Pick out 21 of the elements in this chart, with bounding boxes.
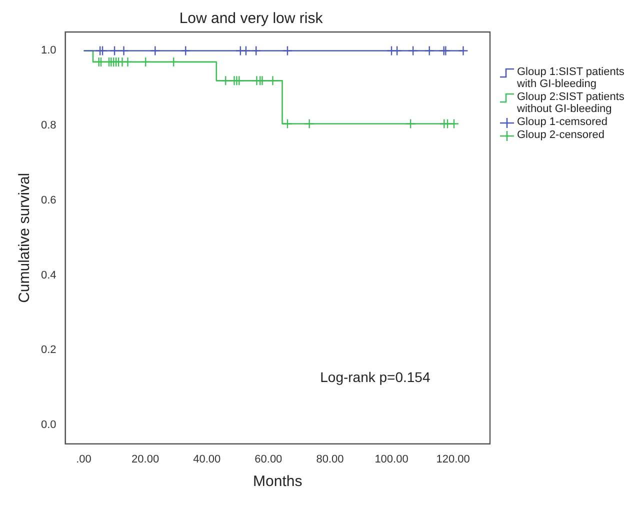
chart-title: Low and very low risk xyxy=(179,10,324,28)
x-tick-label: 80.00 xyxy=(316,453,344,466)
legend-label: Gloup 2-censored xyxy=(517,129,604,141)
legend-label: Gloup 2:SIST patients without GI-bleeding xyxy=(517,91,626,115)
y-tick-label: 0.4 xyxy=(40,269,56,282)
y-tick-label: 0.8 xyxy=(40,120,56,132)
x-tick-label: 20.00 xyxy=(132,453,160,466)
x-tick-label: 100.00 xyxy=(374,453,408,466)
x-tick-label: .00 xyxy=(76,453,92,466)
legend-label: Gloup 1-cemsored xyxy=(517,116,608,128)
x-tick-label: 60.00 xyxy=(254,453,282,466)
annotation: Log-rank p=0.154 xyxy=(320,368,430,385)
y-tick-label: 0.2 xyxy=(40,344,56,356)
legend-label: Gloup 1:SIST patients with GI-bleeding xyxy=(517,66,626,90)
x-axis-title: Months xyxy=(253,473,302,490)
y-tick-label: 1.0 xyxy=(40,44,56,57)
x-tick-label: 120.00 xyxy=(436,453,470,466)
y-tick-label: 0.6 xyxy=(40,194,56,206)
x-tick-label: 40.00 xyxy=(193,453,221,466)
y-axis-title: Cumulative survival xyxy=(16,172,34,303)
y-tick-label: 0.0 xyxy=(40,419,56,432)
